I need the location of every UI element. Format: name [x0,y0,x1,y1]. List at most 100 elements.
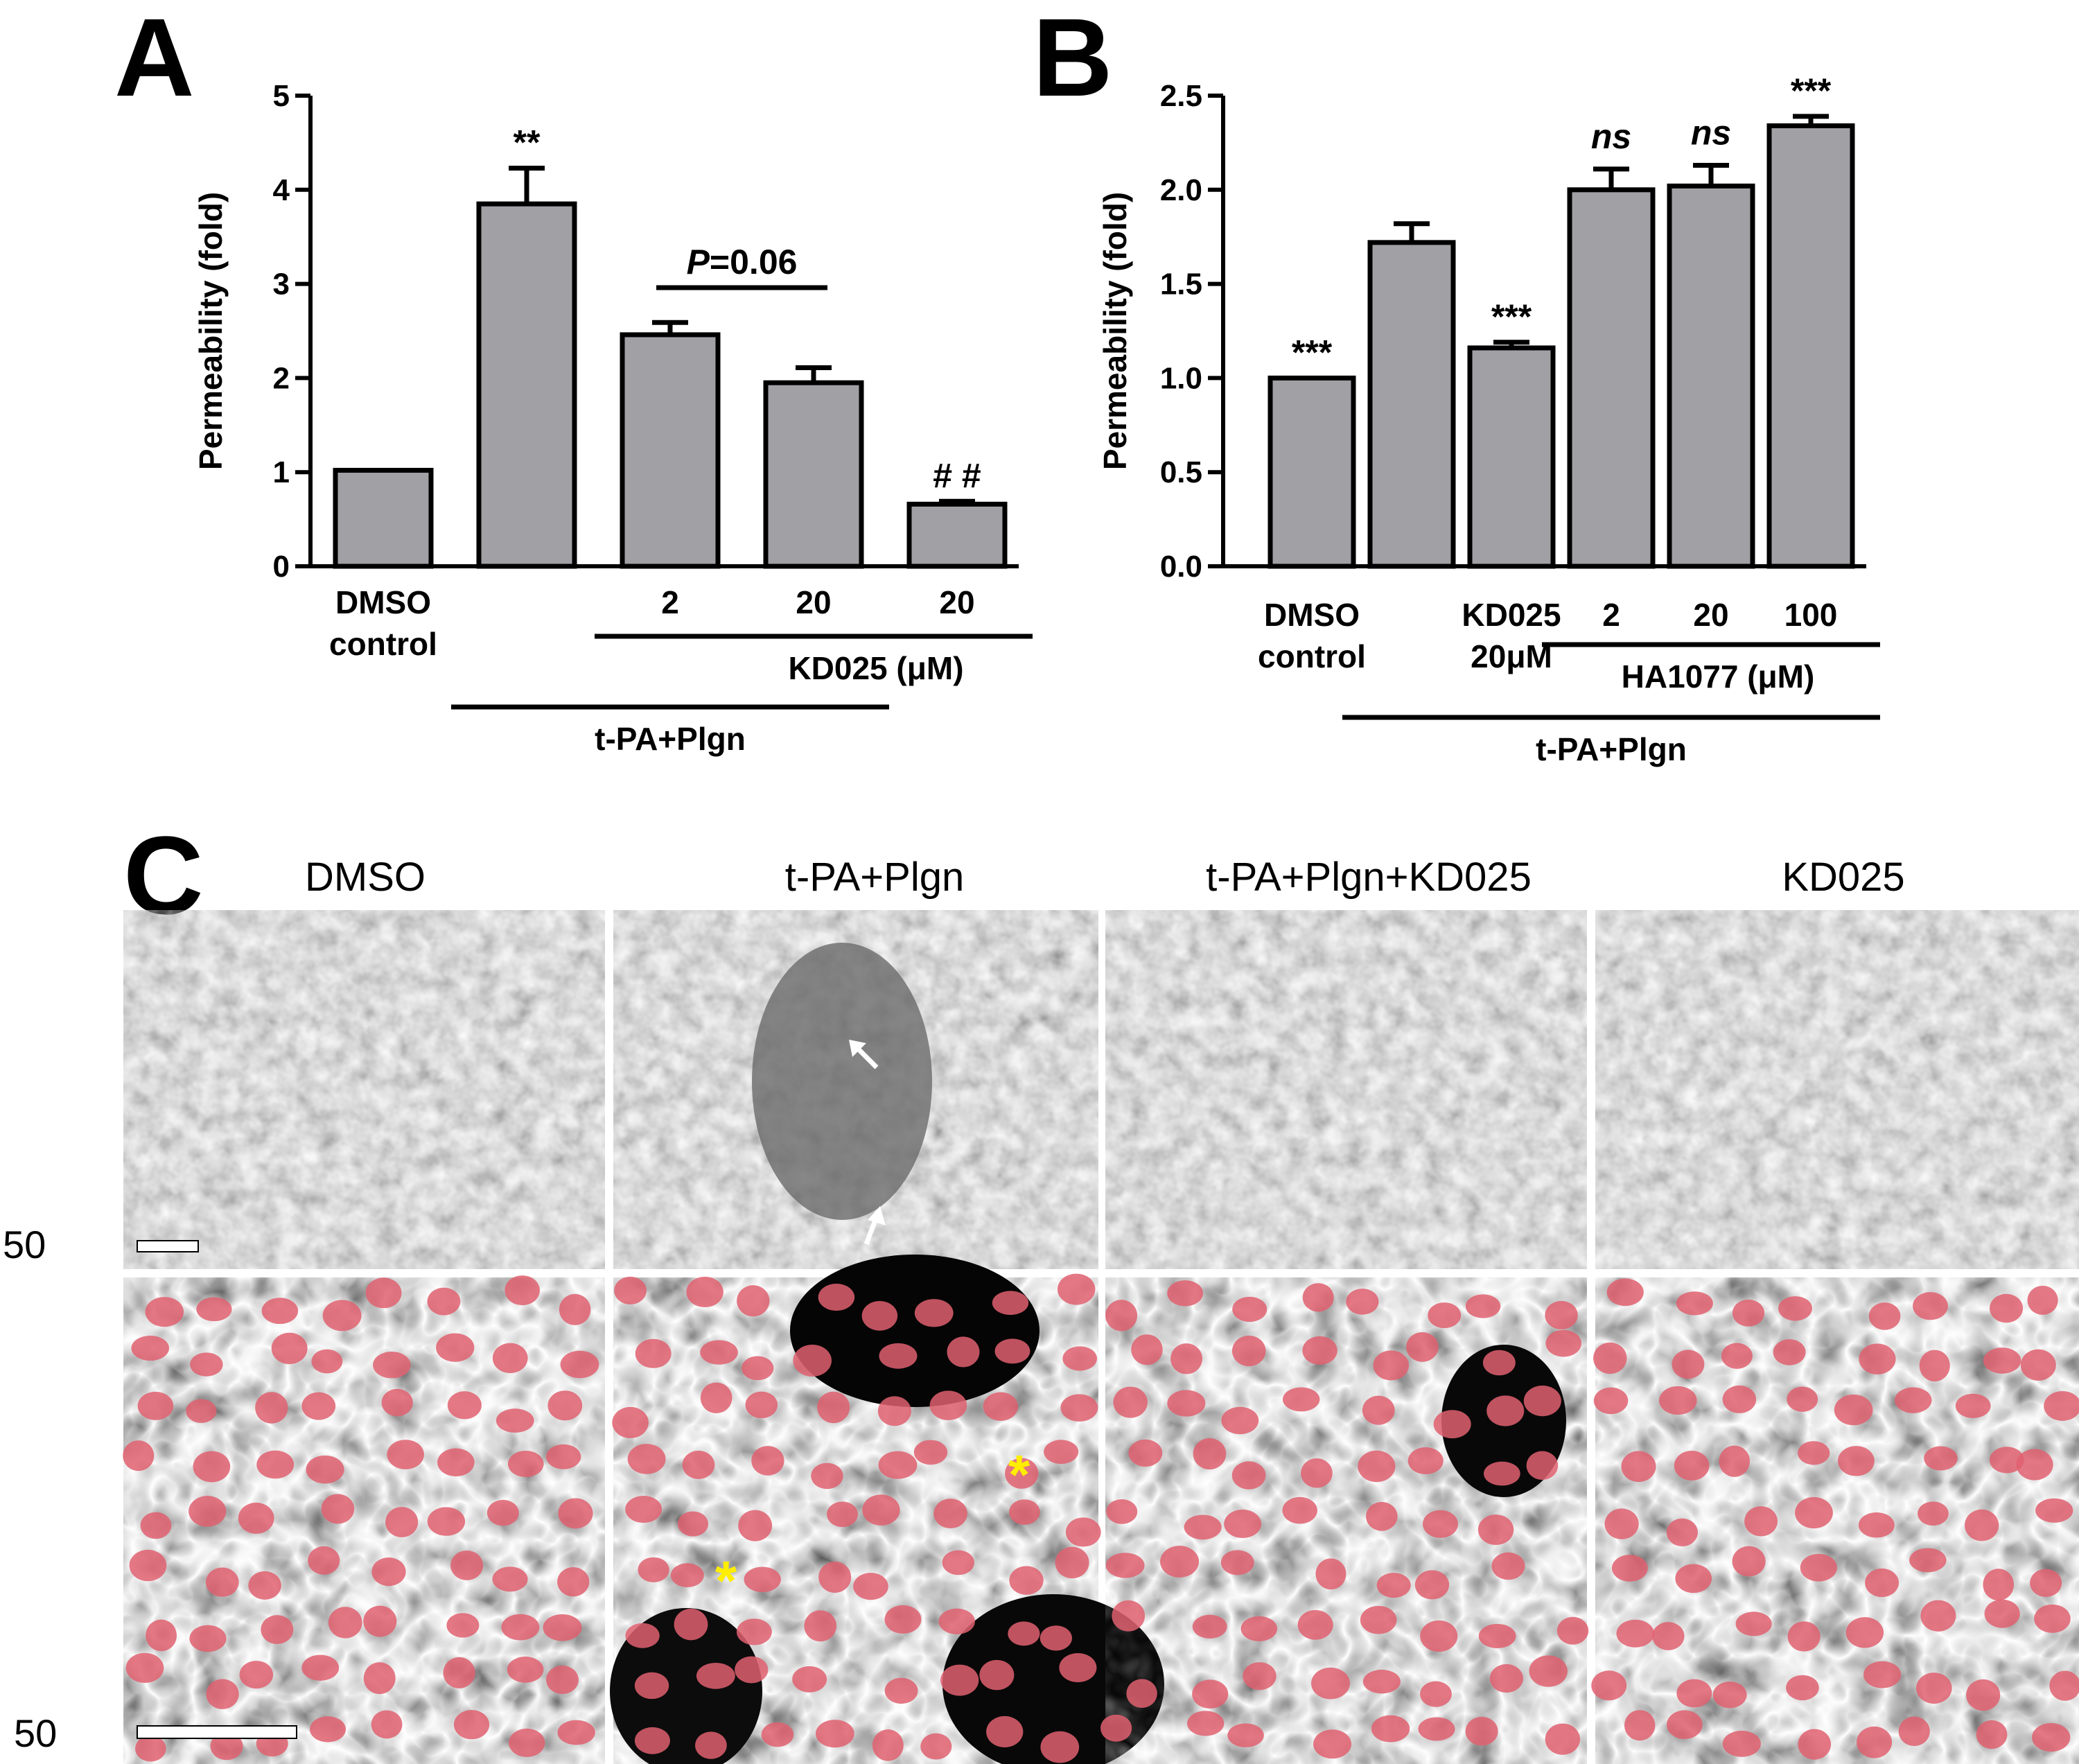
nucleus [634,1672,669,1700]
p-value-number: =0.06 [710,243,798,281]
nucleus [625,1623,660,1648]
nucleus [1221,1406,1259,1435]
nucleus [862,1494,900,1526]
nucleus [736,1618,772,1645]
nucleus [1227,1723,1264,1747]
nucleus [547,1390,583,1421]
nucleus [1282,1496,1317,1524]
nucleus [1422,1510,1458,1538]
nucleus [186,1399,217,1423]
nucleus [306,1455,344,1484]
nucleus [1482,1350,1516,1376]
nucleus [1604,1508,1639,1539]
nucleus [546,1444,581,1469]
bar [476,201,577,569]
bar [1766,123,1855,569]
nucleus [255,1392,288,1424]
nucleus [1433,1410,1471,1439]
nucleus [1192,1679,1229,1709]
nucleus [543,1614,582,1641]
nucleus [761,1722,794,1747]
nucleus [1167,1390,1206,1417]
nucleus [878,1451,918,1479]
nucleus [1732,1546,1766,1577]
arrow-icon-2 [863,1206,886,1246]
nucleus [1556,1616,1589,1645]
nucleus [123,1440,155,1472]
nucleus [1845,1617,1884,1648]
nucleus [1675,1564,1712,1593]
column-title-kd025: KD025 [1782,855,1904,900]
nucleus [1778,1296,1812,1321]
nucleus [559,1293,591,1325]
category-label: 2 [661,584,679,620]
panel-letter-b: B [1033,0,1113,119]
nucleus [146,1619,177,1652]
nucleus [634,1727,670,1754]
nucleus [447,1391,482,1420]
nucleus [1837,1446,1875,1476]
nucleus [1044,1440,1079,1465]
nucleus [1366,1501,1398,1531]
nucleus [301,1654,340,1681]
nucleus [1315,1558,1346,1590]
bar [1567,187,1656,569]
nucleus [1624,1710,1656,1741]
category-label: DMSO [335,584,431,620]
fluorescence-row: * * [123,1255,2079,1764]
nucleus [2016,1449,2053,1481]
nucleus [1062,1346,1098,1371]
nucleus [1373,1350,1410,1381]
column-title-tpa-plgn-kd025: t-PA+Plgn+KD025 [1206,855,1532,900]
nucleus [1919,1350,1950,1382]
group-label: t-PA+Plgn [1536,731,1687,767]
nucleus [248,1571,281,1600]
nucleus [1621,1451,1656,1483]
nucleus [188,1496,227,1527]
nucleus [1787,1621,1821,1652]
nucleus [301,1392,336,1420]
nucleus [450,1551,484,1580]
nucleus [1105,1553,1145,1578]
nucleus [1282,1387,1320,1412]
nucleus [686,1276,723,1308]
nucleus [914,1299,954,1327]
nucleus [1220,1550,1254,1575]
group-label: t-PA+Plgn [595,721,746,757]
nucleus [1719,1445,1751,1477]
nuclei-layer [123,1273,2079,1763]
nucleus [1128,1439,1163,1467]
y-tick-label: 0 [273,550,290,584]
nucleus [994,1338,1030,1364]
y-tick-label: 1 [273,455,290,489]
nucleus [495,1408,534,1433]
nucleus [1483,1461,1520,1486]
bar [620,332,721,569]
nucleus [827,1501,859,1528]
nucleus [804,1610,837,1642]
nucleus [1526,1451,1559,1481]
nucleus [1491,1552,1525,1580]
nucleus [1913,1292,1948,1320]
nucleus [1918,1501,1949,1526]
nucleus [1659,1386,1697,1415]
nucleus [1297,1609,1333,1640]
nucleus [818,1284,855,1311]
nucleus [884,1677,918,1704]
nucleus [1611,1555,1648,1582]
nucleus [1735,1612,1772,1636]
nucleus [2030,1569,2062,1597]
nucleus [507,1657,544,1683]
nucleus [877,1396,911,1426]
nucleus [638,1557,669,1582]
nucleus [1732,1299,1765,1327]
nucleus [1428,1302,1462,1329]
nucleus [134,1736,166,1762]
nucleus [1065,1517,1101,1547]
nucleus [1358,1450,1396,1483]
nucleus [486,1499,519,1526]
group-label: HA1077 (μM) [1622,658,1815,695]
nucleus [1667,1710,1703,1740]
nucleus [674,1608,708,1641]
nucleus [381,1388,413,1417]
